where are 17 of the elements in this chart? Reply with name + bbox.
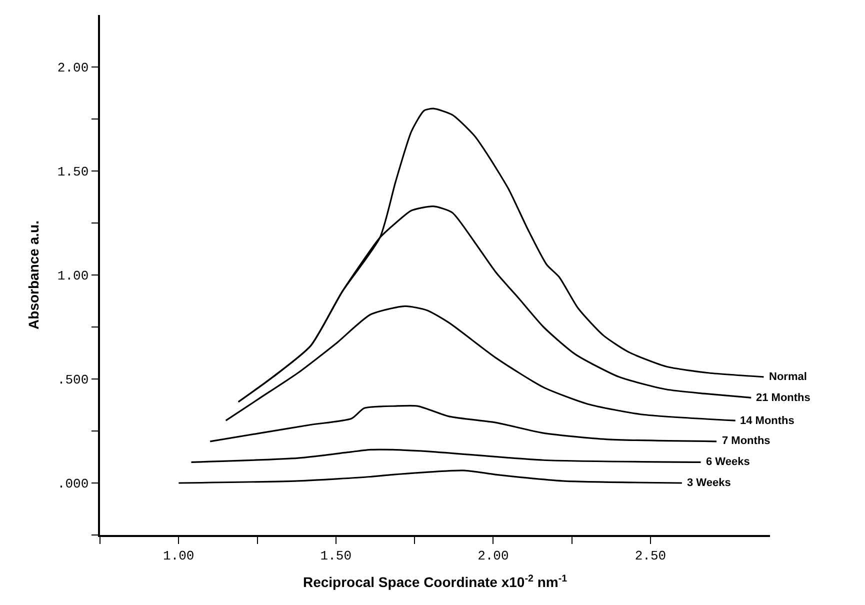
series-label: 7 Months (722, 435, 770, 447)
y-tick-label: 1.50 (57, 164, 89, 180)
y-tick-label: 1.00 (57, 268, 89, 284)
y-tick-label: 2.00 (57, 60, 89, 76)
x-tick-label: 1.00 (163, 548, 194, 564)
y-axis-title: Absorbance a.u. (26, 220, 42, 330)
series-label: 6 Weeks (706, 456, 750, 468)
series-label: 3 Weeks (687, 477, 731, 489)
series-label: 14 Months (740, 415, 794, 427)
y-tick-label: .000 (57, 476, 89, 492)
x-axis-title: Reciprocal Space Coordinate x10$^{-2}$ nm$^{-1}$ (302, 573, 568, 590)
series-label: Normal (769, 371, 807, 383)
x-tick-label: 1.50 (320, 548, 352, 564)
x-tick-label: 2.00 (478, 548, 509, 564)
series-label: 21 Months (756, 392, 810, 404)
x-tick-label: 2.50 (634, 548, 666, 564)
y-tick-label: .500 (57, 372, 89, 388)
